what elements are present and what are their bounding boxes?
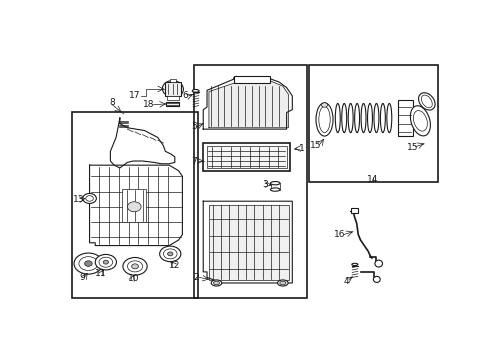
Bar [169, 79, 176, 82]
Text: 10: 10 [128, 274, 140, 283]
Ellipse shape [380, 103, 385, 132]
Text: 18: 18 [142, 100, 154, 109]
Text: 17: 17 [129, 91, 141, 100]
Ellipse shape [335, 103, 340, 132]
Bar [166, 102, 178, 105]
Text: 11: 11 [95, 269, 106, 278]
Text: 8: 8 [109, 98, 115, 107]
Circle shape [84, 261, 92, 266]
Text: 15: 15 [309, 141, 321, 150]
Ellipse shape [347, 103, 352, 132]
Circle shape [85, 196, 93, 201]
Circle shape [74, 253, 102, 274]
Text: 16: 16 [333, 230, 345, 239]
Circle shape [103, 260, 108, 264]
Ellipse shape [318, 106, 329, 132]
Circle shape [79, 257, 98, 270]
Text: 14: 14 [366, 175, 378, 184]
Text: 4: 4 [344, 276, 349, 285]
Bar [397, 100, 412, 136]
Bar [270, 183, 280, 190]
Ellipse shape [162, 81, 183, 97]
Text: 9: 9 [80, 273, 85, 282]
Text: 6: 6 [182, 91, 188, 100]
Circle shape [127, 261, 142, 272]
Circle shape [167, 252, 173, 256]
Circle shape [99, 257, 112, 267]
Circle shape [131, 264, 138, 269]
Ellipse shape [354, 103, 359, 132]
Polygon shape [110, 118, 175, 168]
Ellipse shape [315, 103, 332, 136]
Ellipse shape [412, 111, 427, 131]
Ellipse shape [418, 93, 434, 110]
Ellipse shape [374, 260, 382, 267]
Ellipse shape [213, 281, 219, 285]
Ellipse shape [192, 90, 199, 92]
Ellipse shape [373, 276, 380, 283]
Circle shape [82, 193, 96, 203]
Ellipse shape [270, 188, 280, 191]
Ellipse shape [373, 103, 378, 132]
Bar [203, 143, 290, 171]
Bar [164, 82, 181, 96]
Ellipse shape [341, 103, 346, 132]
Polygon shape [89, 165, 182, 246]
Bar [309, 66, 437, 182]
Circle shape [321, 103, 327, 107]
Polygon shape [203, 78, 292, 129]
Circle shape [122, 257, 147, 275]
Ellipse shape [409, 106, 429, 136]
Text: 3: 3 [262, 180, 267, 189]
Circle shape [95, 255, 116, 270]
Ellipse shape [277, 280, 287, 286]
Ellipse shape [360, 103, 365, 132]
Bar [350, 208, 358, 213]
Bar [72, 112, 197, 298]
Circle shape [163, 249, 177, 259]
Text: 13: 13 [73, 195, 84, 204]
Ellipse shape [270, 181, 280, 185]
Polygon shape [203, 201, 292, 283]
Bar [167, 96, 178, 100]
Ellipse shape [386, 103, 391, 132]
Ellipse shape [279, 281, 285, 285]
Circle shape [159, 246, 181, 262]
Ellipse shape [351, 263, 357, 266]
Bar [208, 205, 288, 280]
Circle shape [127, 202, 141, 212]
Ellipse shape [211, 280, 222, 286]
Text: 7: 7 [191, 157, 197, 166]
Text: 1: 1 [298, 144, 304, 153]
Bar [122, 189, 146, 222]
Ellipse shape [421, 95, 431, 108]
Bar [193, 66, 307, 298]
Text: 2: 2 [193, 273, 199, 282]
Text: 12: 12 [169, 261, 180, 270]
Text: 5: 5 [191, 122, 197, 131]
Text: 15: 15 [406, 143, 418, 152]
Bar [166, 85, 179, 93]
Bar [206, 146, 286, 168]
Bar [233, 76, 269, 84]
Polygon shape [208, 81, 288, 128]
Ellipse shape [367, 103, 372, 132]
